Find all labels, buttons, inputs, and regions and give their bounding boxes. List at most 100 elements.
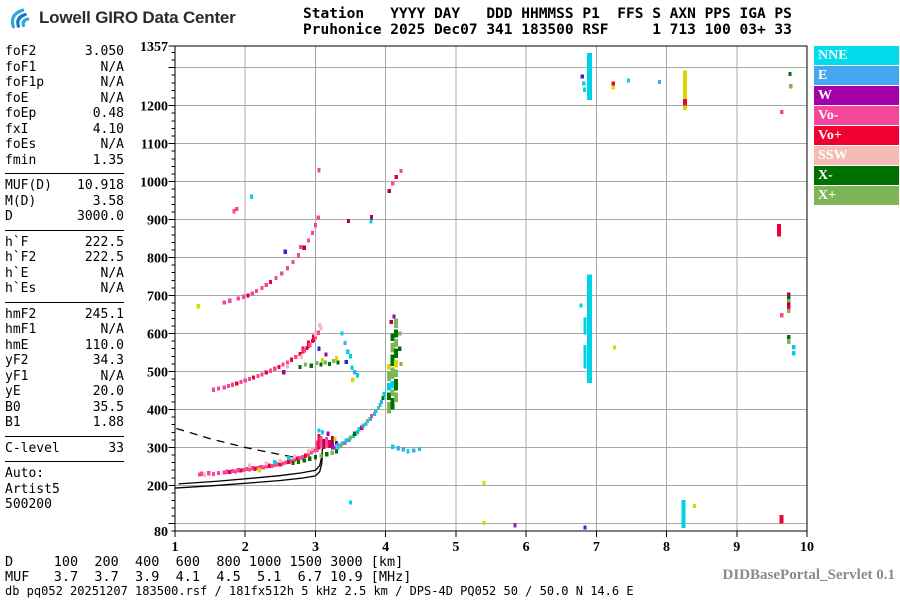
echo-point bbox=[304, 362, 308, 367]
echo-point bbox=[316, 215, 320, 220]
echo-point bbox=[301, 454, 305, 460]
echo-point bbox=[627, 78, 631, 83]
echo-point bbox=[780, 109, 784, 115]
echo-point bbox=[302, 458, 306, 463]
echo-segment bbox=[779, 515, 784, 524]
echo-point bbox=[249, 194, 254, 199]
echo-point bbox=[287, 459, 291, 464]
echo-segment bbox=[394, 379, 399, 391]
echo-point bbox=[295, 456, 299, 461]
param-row-ye: yE 20.0 bbox=[5, 384, 124, 400]
echo-point bbox=[298, 455, 302, 461]
profile-solid-curve-lower bbox=[174, 453, 324, 489]
echo-point bbox=[612, 345, 617, 350]
echo-segment bbox=[586, 274, 592, 383]
y-axis-label: 800 bbox=[147, 252, 168, 267]
echo-point bbox=[787, 335, 791, 340]
echo-point bbox=[412, 448, 416, 453]
param-row-fof2: foF2 3.050 bbox=[5, 44, 124, 60]
echo-point bbox=[273, 462, 277, 468]
echo-point bbox=[579, 303, 583, 308]
echo-segment bbox=[583, 344, 587, 369]
echo-vertical-segments bbox=[301, 53, 784, 528]
echo-point bbox=[222, 470, 226, 475]
echo-point bbox=[316, 330, 320, 335]
echo-segment bbox=[390, 367, 395, 380]
echo-point bbox=[582, 87, 586, 92]
param-row-he: h`E N/A bbox=[5, 266, 124, 282]
echo-point bbox=[250, 466, 254, 471]
echo-point bbox=[256, 373, 260, 379]
echo-point bbox=[583, 525, 587, 530]
x-axis-label: 5 bbox=[452, 540, 459, 555]
param-row-hmf1: hmF1 N/A bbox=[5, 322, 124, 338]
param-value: 1.88 bbox=[92, 415, 124, 430]
echo-segment bbox=[387, 363, 392, 370]
param-label: h`F bbox=[5, 234, 29, 250]
echo-segment bbox=[319, 436, 323, 448]
profile-dashed-curve bbox=[176, 427, 306, 460]
echo-point bbox=[792, 345, 796, 350]
param-row-b1: B1 1.88 bbox=[5, 415, 124, 431]
param-row-d: D 3000.0 bbox=[5, 209, 124, 225]
param-row-foes: foEs N/A bbox=[5, 137, 124, 153]
echo-point bbox=[284, 460, 288, 465]
echo-point bbox=[299, 354, 303, 360]
echo-segment bbox=[394, 318, 399, 328]
echo-point bbox=[381, 395, 385, 401]
echo-point bbox=[292, 457, 296, 463]
param-row-fxi: fxI 4.10 bbox=[5, 122, 124, 138]
legend-item-w: W bbox=[814, 86, 899, 105]
param-value: 245.1 bbox=[84, 306, 124, 322]
param-row-fof1: foF1 N/A bbox=[5, 60, 124, 76]
param-label: hmF2 bbox=[5, 306, 37, 322]
param-value: N/A bbox=[100, 59, 124, 75]
echo-point bbox=[482, 481, 486, 486]
param-row-hes: h`Es N/A bbox=[5, 281, 124, 297]
x-axis-label: 10 bbox=[800, 540, 814, 555]
echo-point bbox=[306, 449, 311, 454]
echo-point bbox=[364, 421, 368, 426]
param-row-yf1: yF1 N/A bbox=[5, 369, 124, 385]
lowell-giro-logo: Lowell GIRO Data Center bbox=[8, 6, 236, 30]
echo-segment bbox=[682, 70, 687, 111]
param-row-b0: B0 35.5 bbox=[5, 400, 124, 416]
echo-point bbox=[261, 465, 266, 470]
echo-point bbox=[336, 445, 340, 450]
echo-point bbox=[353, 431, 357, 436]
echo-point bbox=[317, 168, 321, 173]
station-header-line2: Pruhonice 2025 Dec07 341 183500 RSF 1 71… bbox=[303, 22, 792, 38]
echo-point bbox=[313, 332, 318, 337]
distance-muf-table: D 100 200 400 600 800 1000 1500 3000 [km… bbox=[5, 555, 411, 584]
echo-segment bbox=[387, 401, 392, 414]
param-value: 34.3 bbox=[92, 353, 124, 368]
giro-wave-icon bbox=[10, 8, 30, 29]
echo-point bbox=[250, 291, 254, 296]
echo-point bbox=[302, 245, 306, 250]
echo-point bbox=[787, 305, 791, 311]
echo-point bbox=[296, 253, 301, 258]
echo-point bbox=[298, 351, 302, 357]
param-value: 222.5 bbox=[84, 250, 124, 265]
echo-point bbox=[401, 447, 405, 452]
param-row-fmin: fmin 1.35 bbox=[5, 153, 124, 169]
echo-point bbox=[389, 320, 393, 325]
echo-point bbox=[236, 468, 240, 473]
y-axis-label: 600 bbox=[147, 328, 168, 343]
echo-segment bbox=[322, 439, 326, 449]
echo-segment bbox=[682, 98, 687, 106]
echo-point bbox=[298, 364, 302, 370]
y-axis-label: 900 bbox=[147, 214, 168, 229]
echo-point bbox=[325, 452, 329, 457]
echo-point bbox=[336, 443, 340, 448]
echo-point bbox=[289, 357, 294, 362]
echo-point bbox=[287, 455, 291, 461]
echo-point bbox=[228, 298, 232, 303]
echo-point bbox=[212, 387, 216, 392]
echo-point bbox=[230, 468, 235, 474]
echo-point bbox=[582, 81, 586, 86]
echo-point bbox=[313, 223, 318, 228]
param-label: B0 bbox=[5, 399, 21, 415]
param-label: foEp bbox=[5, 106, 37, 121]
echo-point bbox=[285, 364, 289, 369]
